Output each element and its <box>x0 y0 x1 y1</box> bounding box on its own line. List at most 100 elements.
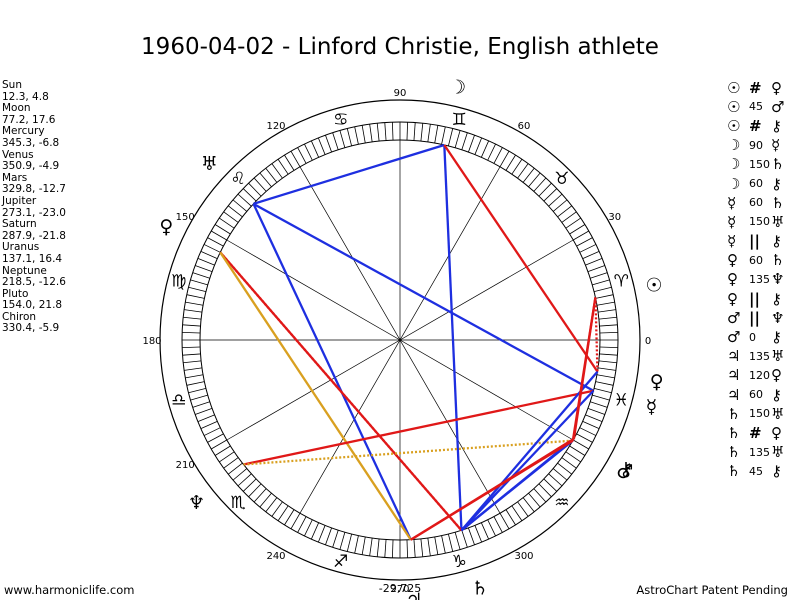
degree-tick <box>214 224 231 235</box>
planet-glyph: ☽ <box>727 155 741 174</box>
planet-glyph: ♄ <box>771 155 785 174</box>
degree-tick <box>598 316 617 320</box>
zodiac-sign-icon: ♒ <box>554 493 569 513</box>
aspect-row: ☿ 60 ♄ <box>727 193 793 212</box>
aspect-row: ♃ 120 ♀ <box>727 366 793 385</box>
aspect-row: ♄ 150 ♅ <box>727 404 793 423</box>
zodiac-sign-icon: ♎ <box>171 390 186 410</box>
degree-tick <box>271 501 283 517</box>
degree-tick <box>354 535 359 554</box>
degree-tick <box>597 309 616 313</box>
degree-tick <box>561 457 577 469</box>
degree-tick <box>480 140 490 158</box>
degree-tick <box>200 420 218 430</box>
degree-tick <box>332 530 339 548</box>
degree-tick <box>182 324 201 327</box>
aspect-row: ☉ # ⚷ <box>727 116 793 135</box>
degree-tick <box>190 394 208 401</box>
degree-tick <box>552 468 568 481</box>
degree-tick <box>211 439 227 450</box>
degree-tick <box>391 539 394 558</box>
degree-tick <box>499 513 510 529</box>
degree-tick <box>592 279 610 286</box>
wheel-structure <box>159 99 641 581</box>
degree-tick <box>211 230 227 241</box>
planet-glyph-icon: ♄ <box>471 577 488 599</box>
degree-tick <box>522 167 535 183</box>
degree-tick <box>183 316 202 320</box>
degree-label: 60 <box>518 121 531 132</box>
degree-tick <box>420 123 424 142</box>
planet-glyph: ☉ <box>727 97 741 116</box>
degree-tick <box>493 147 503 164</box>
planet-glyph: ♂ <box>771 97 785 116</box>
planet-glyph: ♅ <box>771 212 785 231</box>
degree-tick <box>200 250 218 260</box>
aspect-line <box>252 203 412 541</box>
aspect-angle: 60 <box>749 388 763 402</box>
footer-patent-note: AstroChart Patent Pending <box>636 583 788 597</box>
degree-tick <box>441 535 446 554</box>
planet-glyph: ♀ <box>727 270 738 289</box>
planet-coordinates: 329.8, -12.7 <box>2 183 66 196</box>
degree-tick <box>232 468 248 481</box>
planet-glyph: ♄ <box>771 251 785 270</box>
planet-glyph-icon: ♆ <box>188 492 205 514</box>
planet-glyph: ♀ <box>727 289 738 308</box>
degree-tick <box>227 205 243 218</box>
degree-label: 90 <box>394 88 407 99</box>
planet-name: Venus <box>2 148 34 161</box>
aspect-angle: || <box>749 232 760 251</box>
chart-title: 1960-04-02 - Linford Christie, English a… <box>141 34 659 60</box>
planet-name: Saturn <box>2 218 37 231</box>
degree-tick <box>579 244 597 253</box>
degree-tick <box>354 126 359 145</box>
aspect-angle: 60 <box>749 177 763 191</box>
planet-glyph: ☽ <box>727 174 741 193</box>
aspect-angle: # <box>749 423 762 442</box>
aspect-angle: || <box>749 308 760 327</box>
degree-tick <box>569 445 586 456</box>
degree-tick <box>376 123 380 142</box>
planet-glyph: ☿ <box>727 193 737 212</box>
aspect-line <box>410 437 575 541</box>
planet-coordinates: 330.4, -5.9 <box>2 322 60 335</box>
degree-tick <box>590 272 608 279</box>
degree-tick <box>499 151 510 167</box>
zodiac-sign-icon: ♌ <box>230 169 245 189</box>
degree-tick <box>441 126 446 145</box>
degree-tick <box>517 163 529 179</box>
degree-tick <box>259 172 272 188</box>
degree-tick <box>585 414 603 423</box>
planet-glyph: ♅ <box>771 443 785 462</box>
aspect-row: ♂ || ♆ <box>727 308 793 327</box>
degree-tick <box>599 346 618 349</box>
aspect-line <box>460 437 575 532</box>
planet-glyph-icon: ☽ <box>449 76 466 98</box>
degree-tick <box>361 536 366 555</box>
planet-glyph: ♀ <box>727 251 738 270</box>
degree-tick <box>413 122 416 141</box>
degree-tick <box>596 374 615 379</box>
degree-tick <box>207 237 224 247</box>
degree-tick <box>599 324 618 327</box>
planet-coordinates: 345.3, -6.8 <box>2 136 60 149</box>
degree-tick <box>197 414 215 423</box>
degree-tick <box>317 137 326 155</box>
degree-tick <box>277 505 289 521</box>
degree-tick <box>593 387 612 394</box>
aspect-row: ☉ 45 ♂ <box>727 97 793 116</box>
planet-name: Moon <box>2 102 31 115</box>
aspect-angle: 135 <box>749 349 770 363</box>
outer-ring <box>159 99 641 581</box>
degree-tick <box>265 167 278 183</box>
planet-name: Neptune <box>2 264 47 277</box>
aspect-angle: 150 <box>749 407 770 421</box>
degree-tick <box>195 265 213 272</box>
planet-name: Jupiter <box>2 194 37 207</box>
degree-tick <box>310 522 320 540</box>
aspect-line <box>460 370 599 532</box>
planet-coordinates: 273.1, -23.0 <box>2 206 66 219</box>
planet-name: Mars <box>2 171 28 184</box>
degree-tick <box>573 230 589 241</box>
